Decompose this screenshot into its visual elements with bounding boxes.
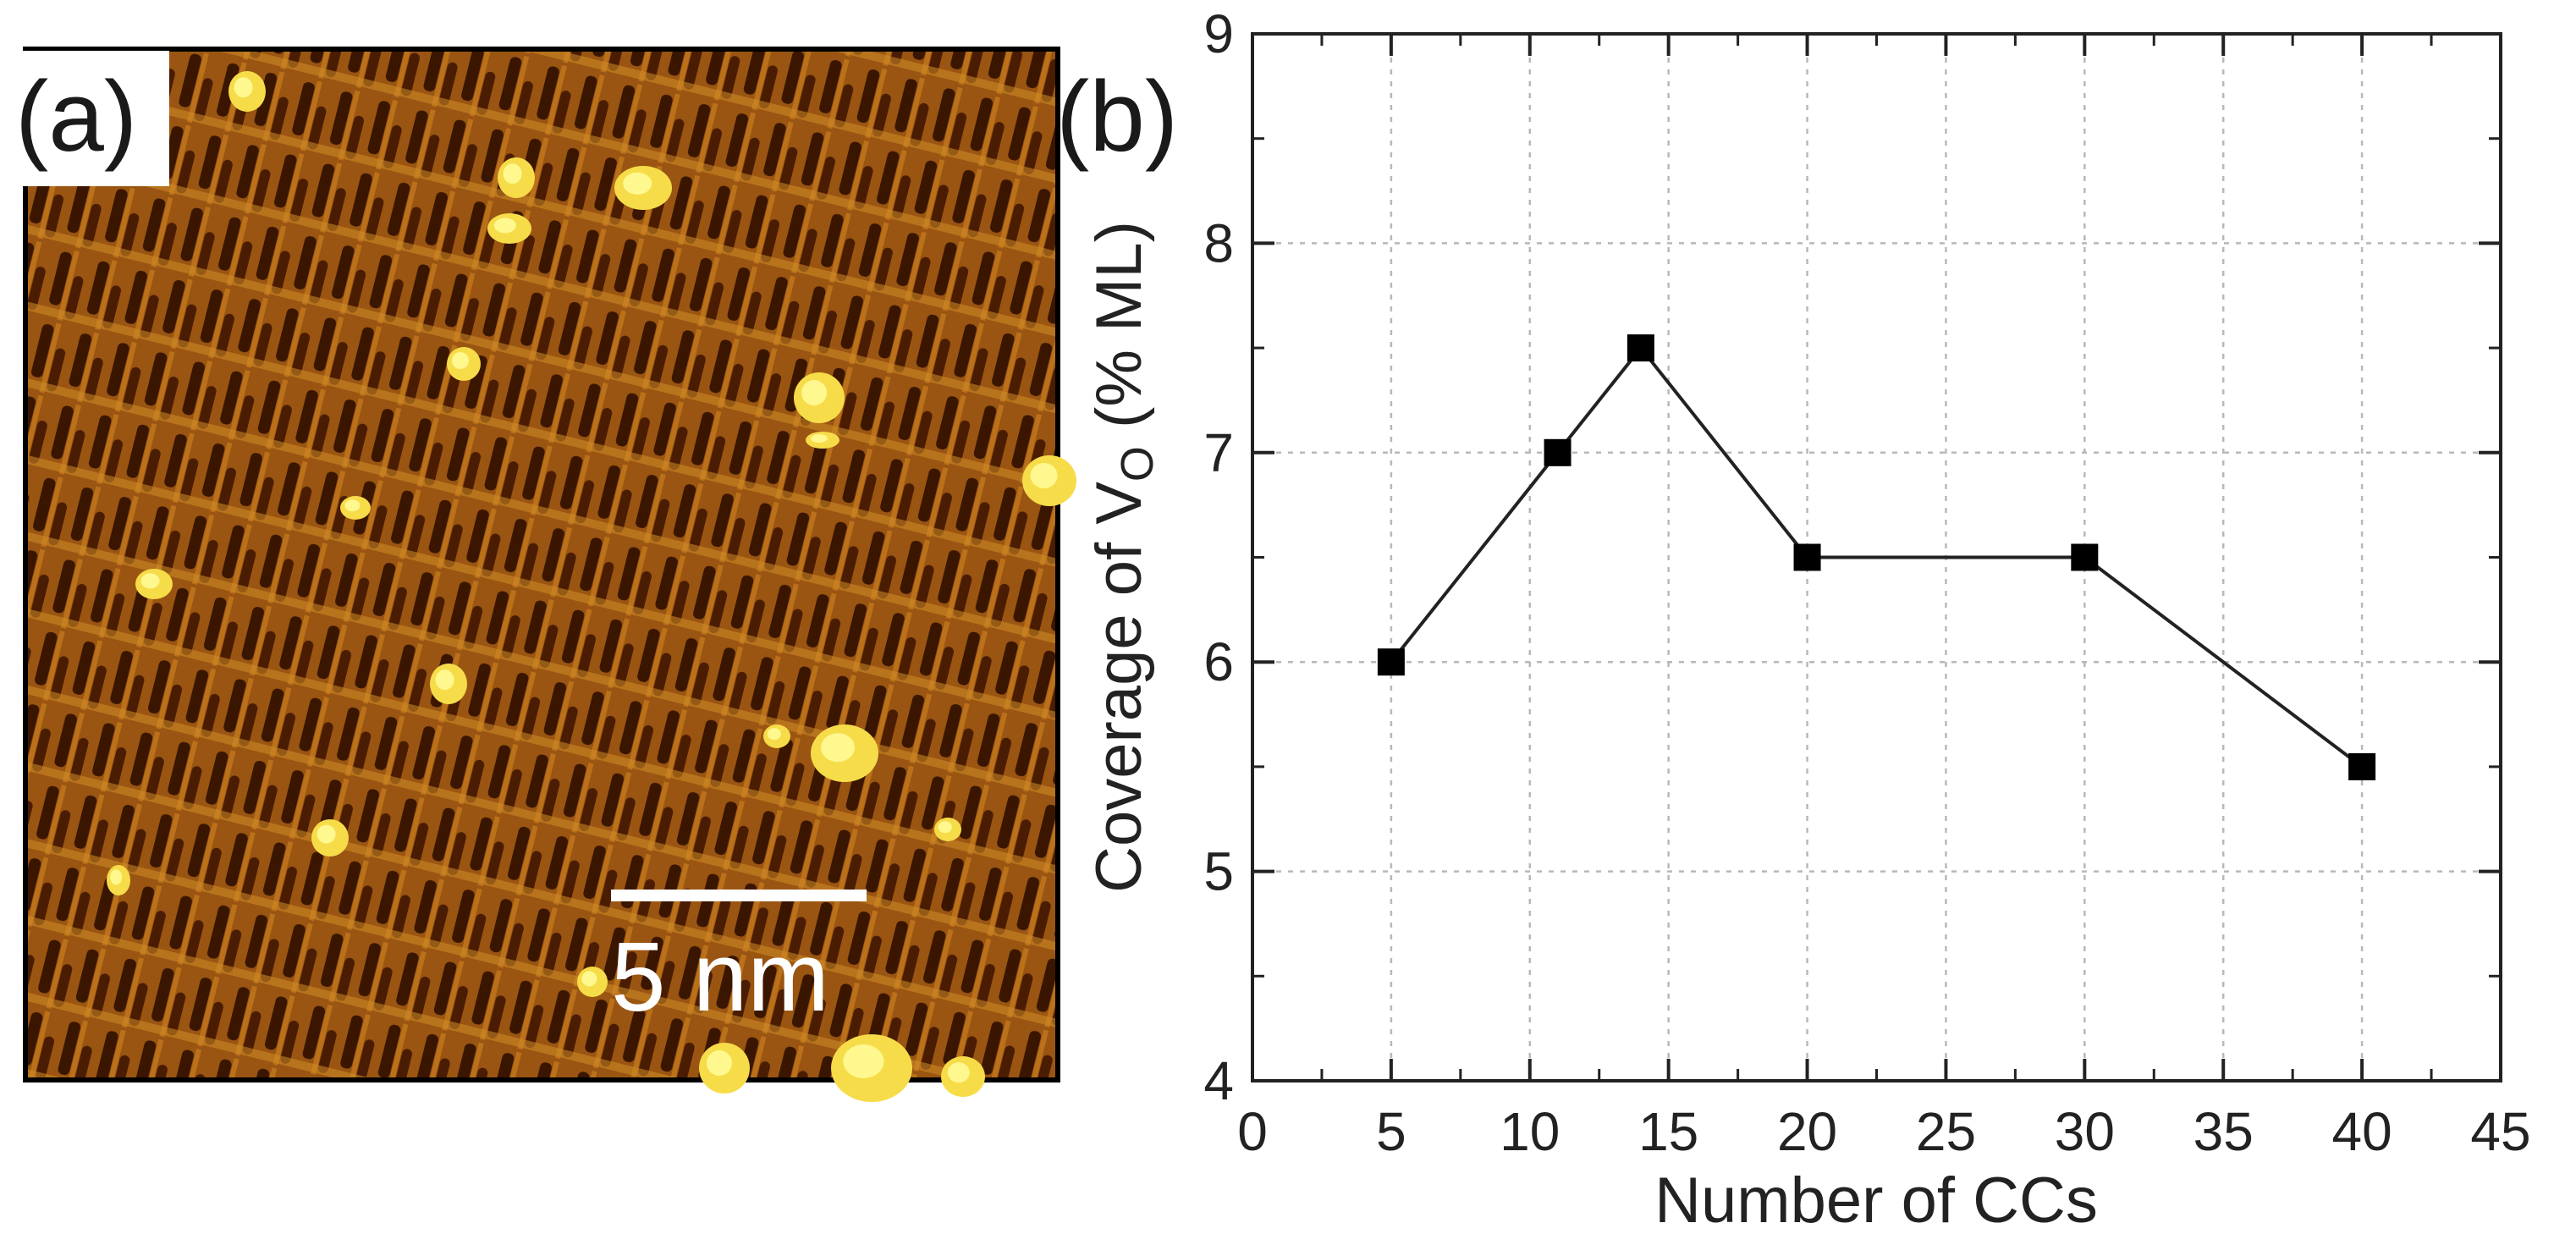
panel-b-label: (b) bbox=[1056, 61, 1178, 173]
y-tick-label: 6 bbox=[1203, 631, 1234, 692]
series-line-segment bbox=[1555, 346, 1643, 454]
x-tick-label: 5 bbox=[1376, 1101, 1406, 1162]
x-tick-label: 10 bbox=[1500, 1101, 1560, 1162]
x-tick-label: 40 bbox=[2332, 1101, 2392, 1162]
adsorbate-highlight bbox=[811, 434, 828, 443]
stm-bright-adsorbates bbox=[107, 71, 1076, 1102]
x-axis-label: Number of CCs bbox=[1654, 1165, 2098, 1237]
series-line-segment bbox=[1390, 451, 1560, 664]
x-tick-label: 0 bbox=[1237, 1101, 1268, 1162]
series-line-segment bbox=[1639, 346, 1809, 559]
x-tick-label: 30 bbox=[2055, 1101, 2115, 1162]
stm-image bbox=[23, 47, 1076, 1102]
data-point bbox=[1627, 334, 1654, 362]
adsorbate-highlight bbox=[316, 824, 336, 844]
data-point bbox=[1544, 438, 1571, 466]
adsorbate-highlight bbox=[110, 869, 123, 885]
data-point bbox=[1793, 543, 1821, 571]
adsorbate-highlight bbox=[623, 172, 652, 195]
adsorbate-highlight bbox=[493, 218, 516, 234]
stm-image-panel: (a) 5 nm bbox=[0, 47, 1076, 1102]
y-tick-label: 7 bbox=[1203, 422, 1234, 483]
adsorbate-highlight bbox=[234, 77, 253, 98]
adsorbate-highlight bbox=[503, 163, 522, 185]
y-axis-label: Coverage of VO (% ML) bbox=[1083, 221, 1163, 893]
adsorbate-highlight bbox=[435, 669, 454, 691]
panel-a: (a) 5 nm bbox=[0, 0, 1100, 1241]
adsorbate-highlight bbox=[821, 733, 855, 763]
series-line-segment bbox=[2083, 555, 2364, 768]
adsorbate-highlight bbox=[947, 1062, 970, 1083]
x-tick-label: 20 bbox=[1777, 1101, 1837, 1162]
adsorbate-highlight bbox=[452, 352, 469, 369]
adsorbate-highlight bbox=[843, 1044, 884, 1078]
y-tick-label: 4 bbox=[1203, 1050, 1234, 1111]
x-tick-label: 45 bbox=[2470, 1101, 2530, 1162]
panel-a-label: (a) bbox=[15, 61, 137, 173]
adsorbate-highlight bbox=[140, 573, 160, 589]
y-tick-label: 8 bbox=[1203, 212, 1234, 273]
y-tick-label: 5 bbox=[1203, 841, 1234, 902]
y-tick-label: 9 bbox=[1203, 3, 1234, 64]
panel-b: (b) 0 5 10 15 20 25 30 35 40 45 4 5 6 7 8 9 Number of C… bbox=[1049, 0, 2576, 1241]
adsorbate-highlight bbox=[767, 728, 781, 741]
adsorbate-highlight bbox=[344, 499, 361, 512]
adsorbate-highlight bbox=[581, 971, 597, 987]
x-tick-label: 15 bbox=[1638, 1101, 1698, 1162]
adsorbate-highlight bbox=[938, 821, 952, 834]
x-tick-label: 25 bbox=[1916, 1101, 1976, 1162]
scale-bar-label: 5 nm bbox=[611, 922, 829, 1032]
data-point bbox=[2071, 543, 2099, 571]
adsorbate-highlight bbox=[707, 1050, 732, 1076]
data-point bbox=[1377, 648, 1405, 676]
adsorbate-highlight bbox=[801, 380, 827, 405]
data-series bbox=[1377, 334, 2376, 780]
x-tick-label: 35 bbox=[2193, 1101, 2254, 1162]
data-point bbox=[2348, 752, 2376, 780]
adsorbate-highlight bbox=[1030, 463, 1058, 488]
